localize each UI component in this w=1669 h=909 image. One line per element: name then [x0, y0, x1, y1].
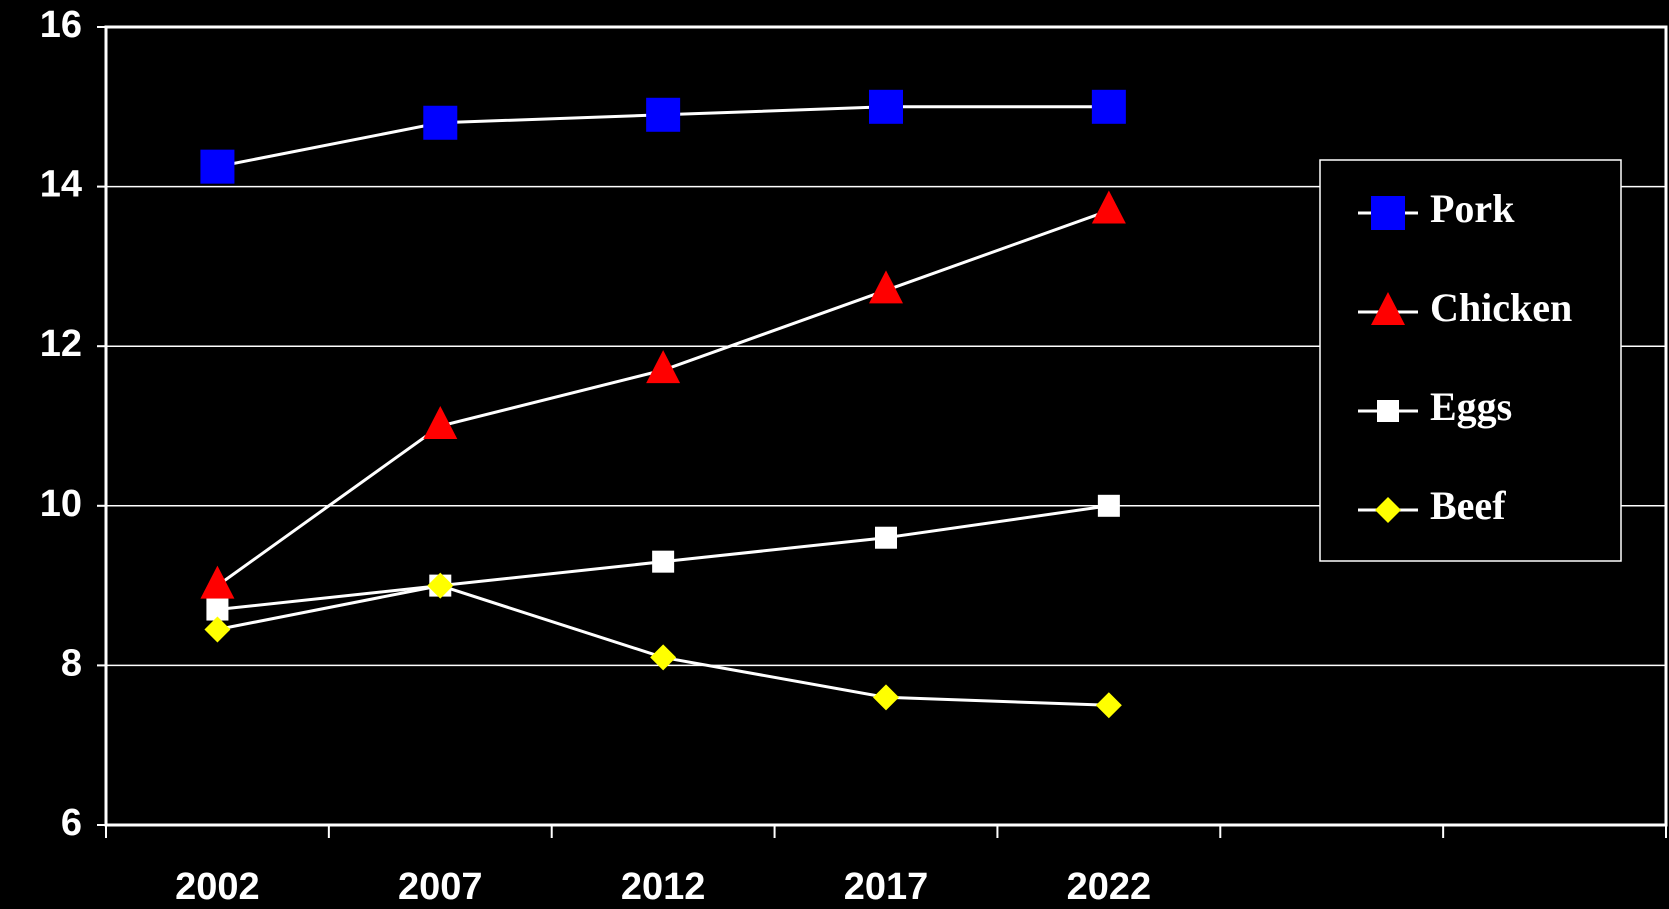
- legend-marker: [1371, 292, 1405, 325]
- y-tick-label: 10: [40, 483, 82, 525]
- y-tick-label: 6: [61, 802, 82, 844]
- data-point: [1097, 494, 1120, 517]
- data-point: [869, 270, 903, 304]
- legend-marker: [1375, 497, 1401, 523]
- x-tick-label: 2017: [844, 866, 929, 908]
- x-tick-label: 2002: [175, 866, 260, 908]
- legend-marker: [1377, 400, 1399, 422]
- data-point: [427, 572, 454, 599]
- legend-label: Chicken: [1430, 285, 1572, 330]
- data-point: [1091, 89, 1126, 124]
- legend-label: Eggs: [1430, 384, 1512, 429]
- data-point: [646, 97, 681, 132]
- data-point: [200, 149, 235, 184]
- data-point: [875, 526, 897, 549]
- data-point: [646, 350, 681, 384]
- data-point: [869, 89, 903, 124]
- x-tick-label: 2012: [621, 866, 706, 908]
- data-point: [200, 565, 235, 599]
- data-point: [206, 598, 229, 621]
- data-point: [652, 550, 675, 573]
- y-tick-label: 14: [40, 164, 82, 206]
- y-tick-label: 12: [40, 323, 82, 365]
- data-point: [423, 105, 458, 140]
- data-point: [650, 644, 677, 671]
- x-tick-label: 2007: [398, 866, 483, 908]
- legend-box: [1319, 159, 1622, 562]
- data-point: [423, 406, 458, 439]
- data-point: [204, 616, 231, 643]
- y-tick-label: 16: [40, 4, 82, 46]
- data-point: [1091, 190, 1126, 224]
- series-line: [216, 209, 1110, 587]
- x-tick-label: 2022: [1067, 866, 1152, 908]
- data-point: [873, 684, 899, 711]
- legend-label: Beef: [1430, 483, 1506, 528]
- data-point: [1095, 692, 1122, 719]
- legend-marker: [1371, 196, 1405, 230]
- plot-area: [104, 25, 1668, 827]
- legend-label: Pork: [1430, 186, 1515, 231]
- y-tick-label: 8: [61, 642, 82, 684]
